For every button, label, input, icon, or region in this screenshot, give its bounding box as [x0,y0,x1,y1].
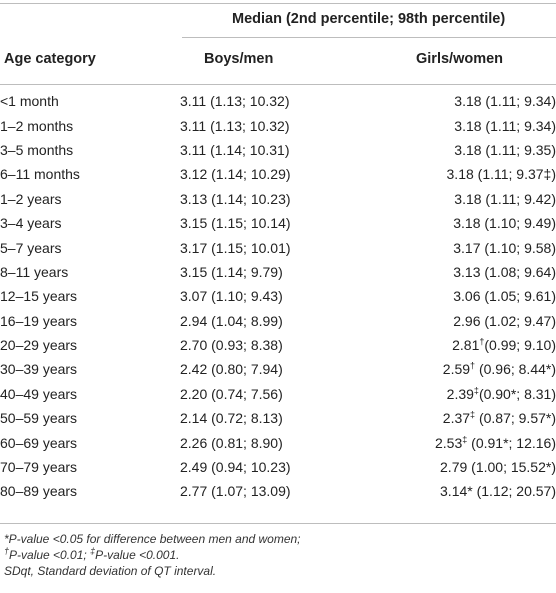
data-table: <1 month 3.11 (1.13; 10.32) 3.18 (1.11; 9.… [0,89,556,504]
table-row: 3–5 months 3.11 (1.14; 10.31) 3.18 (1.11; … [0,138,556,162]
boys-men-cell: 3.15 (1.15; 10.14) [180,215,291,232]
footnote-1: *P-value <0.05 for difference between me… [4,532,301,546]
girls-women-cell: 3.18 (1.11; 9.34) [454,93,556,110]
age-category-cell: 30–39 years [0,361,78,378]
girls-women-cell: 2.81†(0.99; 9.10) [452,336,556,354]
table-row: 70–79 years 2.49 (0.94; 10.23) 2.79 (1.00;… [0,455,556,479]
boys-men-cell: 3.11 (1.13; 10.32) [180,93,290,110]
data-table-body: <1 month 3.11 (1.13; 10.32) 3.18 (1.11; 9.… [0,89,556,504]
boys-men-cell: 3.13 (1.14; 10.23) [180,190,291,207]
age-category-cell: 6–11 months [0,166,80,183]
girls-women-cell: 3.18 (1.11; 9.37‡) [446,166,556,183]
table-row: 1–2 months 3.11 (1.13; 10.32) 3.18 (1.11; … [0,113,556,137]
age-category-cell: 1–2 months [0,117,74,134]
table-row: 5–7 years 3.17 (1.15; 10.01) 3.17 (1.10; 9… [0,235,556,259]
age-category-cell: 12–15 years [0,288,78,305]
age-category-cell: 20–29 years [0,337,78,354]
table-row: 3–4 years 3.15 (1.15; 10.14) 3.18 (1.10; 9… [0,211,556,235]
girls-women-header: Girls/women [416,51,504,67]
age-category-cell: <1 month [0,93,59,110]
table-row: 80–89 years 2.77 (1.07; 13.09) 3.14* (1.12… [0,479,556,503]
boys-men-cell: 2.26 (0.81; 8.90) [180,434,283,451]
girls-women-cell: 2.79 (1.00; 15.52*) [440,459,556,476]
boys-men-header: Boys/men [204,51,274,67]
boys-men-cell: 2.77 (1.07; 13.09) [180,483,291,500]
table-row: 60–69 years 2.26 (0.81; 8.90) 2.53‡ (0.91*… [0,430,556,454]
girls-women-cell: 3.14* (1.12; 20.57) [440,483,556,500]
footnote-2: †P-value <0.01; ‡P-value <0.001. [4,546,180,563]
table-row: 12–15 years 3.07 (1.10; 9.43) 3.06 (1.05; … [0,284,556,308]
girls-women-cell: 3.18 (1.11; 9.42) [454,190,556,207]
header-rule [0,84,556,85]
girls-women-cell: 2.37‡ (0.87; 9.57*) [442,409,556,427]
table-row: 20–29 years 2.70 (0.93; 8.38) 2.81†(0.99; … [0,333,556,357]
table-row: 40–49 years 2.20 (0.74; 7.56) 2.39‡(0.90*;… [0,382,556,406]
table-row: <1 month 3.11 (1.13; 10.32) 3.18 (1.11; 9.… [0,89,556,113]
boys-men-cell: 2.20 (0.74; 7.56) [180,385,283,402]
age-category-cell: 70–79 years [0,459,78,476]
top-rule [0,3,556,4]
girls-women-cell: 3.18 (1.11; 9.35) [454,141,556,158]
footnote-3: SDqt, Standard deviation of QT interval. [4,564,217,578]
boys-men-cell: 2.94 (1.04; 8.99) [180,312,283,329]
table-row: 6–11 months 3.12 (1.14; 10.29) 3.18 (1.11;… [0,162,556,186]
median-header: Median (2nd percentile; 98th percentile) [232,11,506,27]
girls-women-cell: 2.53‡ (0.91*; 12.16) [435,434,556,451]
boys-men-cell: 3.15 (1.14; 9.79) [180,263,283,280]
age-category-cell: 3–5 months [0,141,74,158]
girls-women-cell: 3.18 (1.11; 9.34) [454,117,556,134]
table-row: 30–39 years 2.42 (0.80; 7.94) 2.59† (0.96;… [0,357,556,381]
age-category-cell: 80–89 years [0,483,78,500]
girls-women-cell: 2.59† (0.96; 8.44*) [442,360,556,378]
age-category-cell: 40–49 years [0,385,78,402]
boys-men-cell: 2.42 (0.80; 7.94) [180,361,283,378]
table-row: 8–11 years 3.15 (1.14; 9.79) 3.13 (1.08; 9… [0,260,556,284]
age-category-cell: 16–19 years [0,312,78,329]
age-category-cell: 5–7 years [0,239,62,256]
age-category-cell: 60–69 years [0,434,78,451]
header-sub-rule [182,37,556,38]
boys-men-cell: 3.12 (1.14; 10.29) [180,166,291,183]
table-row: 50–59 years 2.14 (0.72; 8.13) 2.37‡ (0.87;… [0,406,556,430]
boys-men-cell: 2.49 (0.94; 10.23) [180,459,291,476]
age-category-cell: 3–4 years [0,215,62,232]
age-category-header: Age category [4,51,96,67]
boys-men-cell: 2.70 (0.93; 8.38) [180,337,283,354]
age-category-cell: 1–2 years [0,190,62,207]
age-category-cell: 50–59 years [0,410,78,427]
table-row: 1–2 years 3.13 (1.14; 10.23) 3.18 (1.11; 9… [0,187,556,211]
boys-men-cell: 3.07 (1.10; 9.43) [180,288,283,305]
table-row: 16–19 years 2.94 (1.04; 8.99) 2.96 (1.02; … [0,309,556,333]
girls-women-cell: 3.17 (1.10; 9.58) [453,239,556,256]
girls-women-cell: 2.39‡(0.90*; 8.31) [446,385,556,402]
boys-men-cell: 3.11 (1.14; 10.31) [180,141,290,158]
boys-men-cell: 2.14 (0.72; 8.13) [180,410,283,427]
bottom-rule [0,523,556,524]
age-category-cell: 8–11 years [0,263,69,280]
girls-women-cell: 3.13 (1.08; 9.64) [453,263,556,280]
girls-women-cell: 2.96 (1.02; 9.47) [453,312,556,329]
table-footnotes: *P-value <0.05 for difference between me… [4,531,301,579]
boys-men-cell: 3.17 (1.15; 10.01) [180,239,291,256]
girls-women-cell: 3.18 (1.10; 9.49) [453,215,556,232]
girls-women-cell: 3.06 (1.05; 9.61) [453,288,556,305]
boys-men-cell: 3.11 (1.13; 10.32) [180,117,290,134]
